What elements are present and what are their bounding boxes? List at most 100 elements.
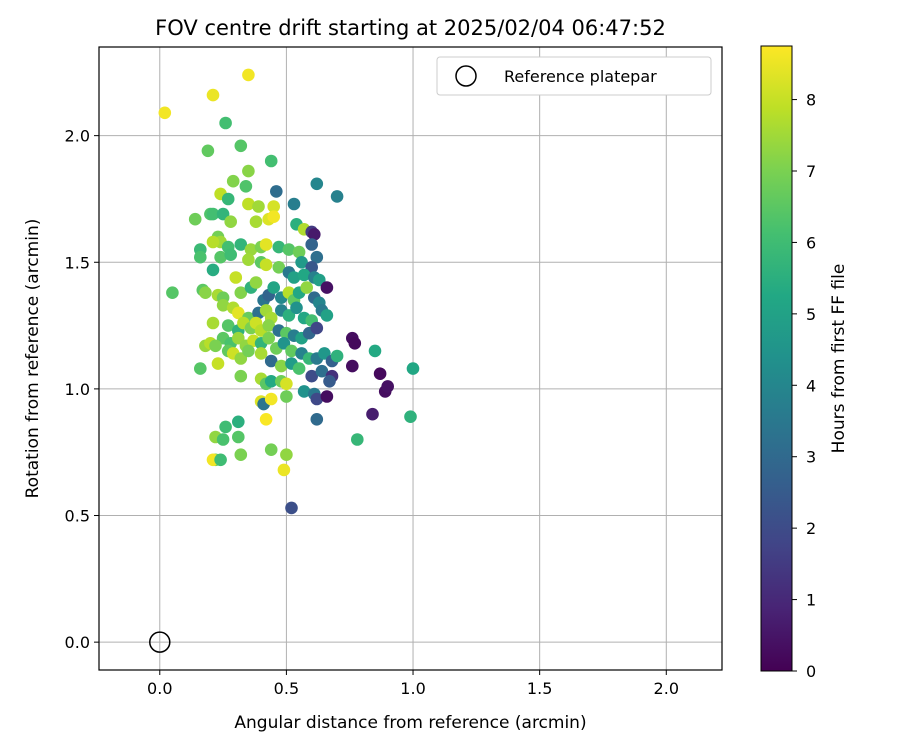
scatter-point <box>206 263 220 277</box>
scatter-point <box>270 185 283 198</box>
scatter-point <box>264 354 278 368</box>
colorbar-tick-label: 8 <box>806 91 816 110</box>
scatter-point <box>323 375 336 388</box>
y-tick-label: 0.5 <box>65 507 90 526</box>
scatter-point <box>206 316 220 330</box>
colorbar: 0 1 2 3 4 5 6 7 8 Hours from first FF file <box>760 45 849 681</box>
scatter-point <box>267 200 281 213</box>
data-points <box>158 68 420 515</box>
scatter-point <box>282 243 296 256</box>
y-axis-label: Rotation from reference (arcmin) <box>23 219 43 499</box>
scatter-point <box>287 197 301 211</box>
scatter-point <box>404 410 417 424</box>
scatter-point <box>310 392 324 406</box>
scatter-point <box>259 413 273 426</box>
scatter-point <box>292 245 306 259</box>
scatter-point <box>242 197 255 211</box>
scatter-point <box>264 154 278 168</box>
scatter-point <box>224 215 237 228</box>
x-axis-label: Angular distance from reference (arcmin) <box>234 713 586 733</box>
scatter-point <box>351 433 364 446</box>
plot-background <box>99 47 722 670</box>
scatter-point <box>242 164 255 178</box>
colorbar-ticks: 0 1 2 3 4 5 6 7 8 <box>792 91 816 681</box>
scatter-point <box>199 286 212 300</box>
scatter-point <box>221 319 235 332</box>
scatter-point <box>234 139 248 153</box>
scatter-point <box>272 240 286 254</box>
gridlines <box>99 47 722 670</box>
scatter-point <box>292 362 306 375</box>
scatter-point <box>267 210 281 223</box>
scatter-point <box>272 261 286 274</box>
scatter-point <box>295 255 308 269</box>
scatter-point <box>209 339 222 353</box>
scatter-point <box>234 286 248 300</box>
scatter-point <box>239 180 253 193</box>
scatter-point <box>373 367 387 381</box>
scatter-point <box>264 392 278 406</box>
scatter-point <box>194 250 207 264</box>
scatter-point <box>297 268 311 282</box>
scatter-point <box>206 207 220 221</box>
y-tick-label: 1.5 <box>65 253 90 272</box>
chart-title: FOV centre drift starting at 2025/02/04 … <box>155 16 666 40</box>
x-tick-label: 0.5 <box>274 679 299 698</box>
reference-platepar-marker <box>149 631 171 653</box>
colorbar-tick-label: 4 <box>806 376 816 395</box>
scatter-point <box>216 433 230 446</box>
scatter-point <box>249 215 263 228</box>
scatter-point <box>308 228 321 241</box>
scatter-point <box>297 385 311 398</box>
scatter-point <box>305 369 319 383</box>
scatter-point <box>242 344 255 358</box>
scatter-point <box>346 359 359 373</box>
scatter-point <box>287 271 301 284</box>
y-tick-label: 2.0 <box>65 127 90 146</box>
scatter-point <box>300 281 314 294</box>
legend-reference-marker <box>455 65 477 87</box>
scatter-point <box>214 250 227 264</box>
scatter-point <box>214 453 227 467</box>
scatter-point <box>249 276 263 289</box>
scatter-point <box>234 448 248 462</box>
scatter-point <box>262 319 276 332</box>
scatter-point <box>330 349 344 363</box>
scatter-point <box>229 271 243 284</box>
scatter-point <box>158 106 172 120</box>
scatter-point <box>219 420 232 434</box>
scatter-point <box>366 407 379 421</box>
colorbar-tick-label: 7 <box>806 162 816 181</box>
scatter-point <box>221 192 235 206</box>
plot-frame <box>98 46 723 671</box>
colorbar-tick-label: 5 <box>806 305 816 324</box>
x-tick-label: 1.5 <box>527 679 552 698</box>
scatter-point <box>226 174 240 188</box>
scatter-point <box>206 235 220 249</box>
scatter-point <box>206 88 220 102</box>
scatter-point <box>264 375 278 388</box>
scatter-point <box>201 144 215 158</box>
x-tick-label: 1.0 <box>400 679 425 698</box>
y-tick-label: 0.0 <box>65 633 90 652</box>
scatter-point <box>310 177 324 191</box>
scatter-point <box>224 248 237 261</box>
scatter-point <box>232 430 245 444</box>
y-axis-ticks: 0.0 0.5 1.0 1.5 2.0 <box>65 127 99 652</box>
scatter-point <box>262 331 276 345</box>
scatter-point <box>381 380 395 393</box>
x-tick-label: 2.0 <box>654 679 679 698</box>
colorbar-tick-label: 0 <box>806 662 816 681</box>
legend-entry-reference-platepar: Reference platepar <box>504 67 657 86</box>
scatter-point <box>280 390 293 403</box>
scatter-point <box>285 501 298 515</box>
scatter-point <box>275 359 288 373</box>
scatter-point <box>305 238 319 251</box>
scatter-point <box>232 415 245 429</box>
scatter-point <box>234 238 248 251</box>
y-tick-label: 1.0 <box>65 380 90 399</box>
scatter-point <box>285 344 298 358</box>
scatter-point <box>290 301 303 315</box>
scatter-point <box>267 281 281 294</box>
